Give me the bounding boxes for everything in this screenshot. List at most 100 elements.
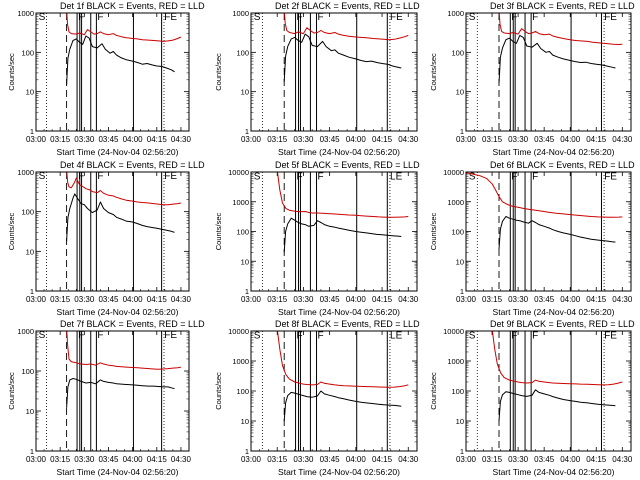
y-tick-label: 1000 bbox=[17, 168, 34, 177]
plot-frame bbox=[250, 330, 418, 452]
x-tick-label: 04:15 bbox=[372, 295, 393, 304]
events-series-line bbox=[283, 217, 402, 253]
x-tick-label: 04:00 bbox=[123, 455, 144, 464]
events-series-line bbox=[66, 193, 175, 242]
events-series-line bbox=[498, 389, 616, 422]
x-tick-label: 04:00 bbox=[123, 295, 144, 304]
series-group bbox=[66, 331, 182, 408]
lld-series-line bbox=[66, 331, 182, 370]
panel-title: Det 9f BLACK = Events, RED = LLD bbox=[490, 319, 635, 329]
plot-frame bbox=[35, 171, 190, 292]
series-group bbox=[277, 331, 409, 422]
y-tick-label: 1000 bbox=[232, 198, 249, 207]
y-tick-label: 1 bbox=[30, 447, 34, 456]
marker-label: F bbox=[318, 331, 324, 342]
series-group bbox=[498, 13, 623, 84]
series-group bbox=[466, 172, 623, 250]
x-tick-label: 04:30 bbox=[398, 295, 419, 304]
x-axis-label: Start Time (24-Nov-04 02:56:20) bbox=[493, 467, 615, 477]
panel-title: Det 8f BLACK = Events, RED = LLD bbox=[275, 319, 420, 329]
x-tick-label: 03:00 bbox=[241, 295, 262, 304]
events-series-line bbox=[66, 378, 175, 408]
x-tick-label: 03:30 bbox=[293, 455, 314, 464]
x-tick-label: 03:30 bbox=[74, 135, 95, 144]
x-tick-label: 03:45 bbox=[98, 295, 119, 304]
marker-label: F bbox=[532, 331, 538, 342]
x-tick-label: 04:30 bbox=[171, 135, 192, 144]
marker-label: F bbox=[532, 172, 538, 183]
x-tick-label: 03:00 bbox=[456, 455, 477, 464]
lld-series-line bbox=[277, 172, 409, 218]
marker-label: FE bbox=[604, 172, 617, 183]
x-tick-label: 03:15 bbox=[50, 295, 71, 304]
series-group bbox=[491, 331, 623, 422]
panel-title: Det 7f BLACK = Events, RED = LLD bbox=[60, 319, 205, 329]
y-tick-label: 10000 bbox=[228, 327, 249, 336]
series-group bbox=[277, 172, 409, 253]
marker-label: FE bbox=[390, 12, 403, 23]
x-tick-label: 04:00 bbox=[346, 135, 367, 144]
x-tick-label: 03:00 bbox=[26, 455, 47, 464]
marker-label: F bbox=[78, 330, 84, 341]
x-tick-label: 03:30 bbox=[293, 135, 314, 144]
x-axis-label: Start Time (24-Nov-04 02:56:20) bbox=[278, 467, 400, 477]
marker-label: LE bbox=[390, 172, 403, 183]
x-tick-label: 04:30 bbox=[612, 135, 633, 144]
x-tick-label: 04:15 bbox=[586, 135, 607, 144]
plot-frame bbox=[465, 171, 632, 292]
x-axis-label: Start Time (24-Nov-04 02:56:20) bbox=[278, 307, 400, 317]
y-tick-label: 1000 bbox=[447, 9, 464, 18]
y-tick-label: 1000 bbox=[232, 357, 249, 366]
marker-label: F bbox=[78, 12, 84, 23]
x-tick-label: 03:45 bbox=[320, 135, 341, 144]
series-group bbox=[66, 172, 181, 242]
y-tick-label: 1000 bbox=[17, 327, 34, 336]
x-tick-label: 03:45 bbox=[98, 135, 119, 144]
x-tick-label: 04:30 bbox=[171, 455, 192, 464]
x-tick-label: 03:15 bbox=[267, 455, 288, 464]
panel-title: Det 3f BLACK = Events, RED = LLD bbox=[490, 1, 635, 11]
y-tick-label: 10000 bbox=[443, 168, 464, 177]
marker-label: FE bbox=[164, 12, 177, 23]
x-axis-label: Start Time (24-Nov-04 02:56:20) bbox=[57, 147, 179, 157]
y-axis-label: Counts/sec bbox=[214, 372, 223, 410]
x-tick-label: 03:00 bbox=[241, 455, 262, 464]
plot-frame bbox=[35, 12, 190, 132]
marker-label: LE bbox=[390, 331, 403, 342]
x-tick-label: 04:30 bbox=[612, 455, 633, 464]
events-series-line bbox=[283, 33, 402, 82]
x-tick-label: 03:00 bbox=[26, 295, 47, 304]
series-group bbox=[66, 13, 182, 85]
marker-label: F bbox=[297, 12, 303, 23]
y-tick-label: 1 bbox=[30, 127, 34, 136]
plot-frame bbox=[465, 12, 632, 132]
x-tick-label: 04:30 bbox=[398, 455, 419, 464]
y-tick-label: 10 bbox=[241, 88, 249, 97]
y-tick-label: 10 bbox=[241, 257, 249, 266]
x-tick-label: 03:45 bbox=[98, 455, 119, 464]
series-group bbox=[283, 13, 409, 82]
x-tick-label: 04:15 bbox=[586, 455, 607, 464]
plot-frame bbox=[35, 330, 190, 452]
y-tick-label: 100 bbox=[451, 387, 464, 396]
x-tick-label: 04:00 bbox=[560, 295, 581, 304]
x-axis-label: Start Time (24-Nov-04 02:56:20) bbox=[57, 307, 179, 317]
panel-title: Det 6f BLACK = Events, RED = LLD bbox=[490, 160, 635, 170]
y-tick-label: 10000 bbox=[443, 327, 464, 336]
y-tick-label: 100 bbox=[21, 208, 34, 217]
marker-label: F bbox=[318, 12, 324, 23]
x-tick-label: 04:00 bbox=[560, 135, 581, 144]
x-axis-label: Start Time (24-Nov-04 02:56:20) bbox=[57, 467, 179, 477]
lld-series-line bbox=[66, 13, 182, 42]
x-tick-label: 03:45 bbox=[534, 295, 555, 304]
x-tick-label: 03:30 bbox=[508, 295, 529, 304]
plot-frame bbox=[250, 12, 418, 132]
x-tick-label: 03:30 bbox=[508, 135, 529, 144]
y-axis-label: Counts/sec bbox=[7, 212, 16, 250]
marker-label: FE bbox=[164, 330, 177, 341]
panel-title: Det 4f BLACK = Events, RED = LLD bbox=[60, 160, 205, 170]
y-tick-label: 10 bbox=[456, 257, 464, 266]
y-tick-label: 100 bbox=[451, 228, 464, 237]
marker-label: F bbox=[97, 12, 103, 23]
lld-series-line bbox=[277, 331, 409, 388]
